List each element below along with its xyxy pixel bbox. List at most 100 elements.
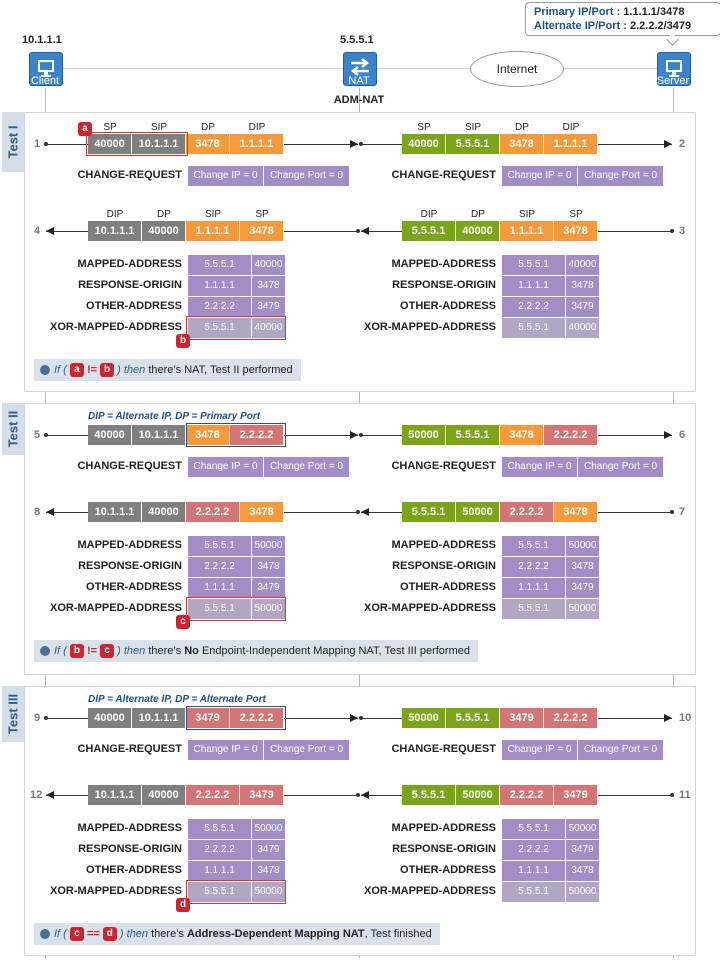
- request-left-cell: 2.2.2.2: [230, 425, 284, 445]
- attribute-label: MAPPED-ADDRESS: [77, 258, 182, 270]
- change-ip-cell: Change IP = 0: [188, 457, 264, 477]
- change-request-label: CHANGE-REQUEST: [391, 169, 496, 181]
- attribute-label: MAPPED-ADDRESS: [77, 822, 182, 834]
- attribute-ip: 5.5.5.1: [502, 536, 566, 556]
- attribute-label: RESPONSE-ORIGIN: [392, 843, 496, 855]
- response-right-cell: 5.5.5.1: [402, 785, 456, 805]
- response-right-cell: 50000: [456, 502, 500, 522]
- field-header: SIP: [464, 122, 482, 133]
- field-header: DP: [515, 122, 529, 133]
- step-number: 7: [679, 506, 686, 518]
- condition-bar: If ( c == d ) then there’s Address-Depen…: [34, 923, 440, 945]
- attribute-ip: 5.5.5.1: [188, 255, 252, 275]
- test-tab: Test I: [2, 112, 24, 172]
- alternate-value: 2.2.2.2/3479: [629, 20, 692, 32]
- client-computer-icon: [29, 52, 63, 86]
- attribute-label: OTHER-ADDRESS: [86, 864, 182, 876]
- attribute-ip: 1.1.1.1: [502, 861, 566, 881]
- attribute-ip: 5.5.5.1: [188, 599, 252, 619]
- change-port-cell: Change Port = 0: [264, 457, 350, 477]
- request-client-to-nat-arrowhead: [350, 140, 358, 148]
- attribute-ip: 5.5.5.1: [502, 599, 566, 619]
- condition-emphasis: No: [184, 645, 199, 657]
- condition-then: ) then: [114, 364, 149, 376]
- nat-router-icon: [343, 52, 377, 86]
- attribute-ip: 2.2.2.2: [502, 840, 566, 860]
- attribute-port: 3479: [252, 840, 286, 860]
- response-left-cell: 40000: [142, 502, 186, 522]
- attribute-port: 3478: [566, 276, 600, 296]
- condition-badge-right: c: [100, 644, 115, 659]
- attribute-port: 40000: [252, 255, 286, 275]
- field-header: DP: [471, 209, 485, 220]
- client-ip: 10.1.1.1: [22, 34, 62, 46]
- test-tab: Test III: [2, 686, 24, 742]
- request-left-cell: 2.2.2.2: [230, 708, 284, 728]
- alternate-key: Alternate IP/Port :: [534, 20, 627, 32]
- response-right-cell: 3478: [554, 221, 598, 241]
- request-right-cell: 2.2.2.2: [544, 425, 598, 445]
- request-right-cell: 5.5.5.1: [446, 425, 500, 445]
- response-left-cell: 40000: [142, 221, 186, 241]
- server-computer-icon: [657, 52, 691, 86]
- response-right-cell: 1.1.1.1: [500, 221, 554, 241]
- attribute-ip: 5.5.5.1: [502, 882, 566, 902]
- attribute-label: OTHER-ADDRESS: [400, 581, 496, 593]
- condition-if: If (: [54, 645, 70, 657]
- request-client-to-nat-origin-dot: [44, 716, 48, 720]
- xor-badge: d: [176, 898, 190, 912]
- attribute-port: 3479: [252, 578, 286, 598]
- response-nat-to-client-arrowhead: [46, 791, 54, 799]
- condition-bullet: [40, 365, 50, 375]
- condition-then: ) then: [116, 928, 152, 940]
- attribute-port: 3478: [566, 861, 600, 881]
- attribute-port: 50000: [566, 599, 600, 619]
- test-tab-label: Test II: [5, 410, 21, 448]
- condition-bar: If ( b != c ) then there’s No Endpoint-I…: [34, 640, 478, 662]
- request-nat-to-server-arrowhead: [664, 714, 672, 722]
- attribute-port: 3478: [252, 276, 286, 296]
- attribute-ip: 2.2.2.2: [188, 297, 252, 317]
- attribute-port: 3479: [566, 297, 600, 317]
- request-nat-to-server-origin-dot: [359, 142, 363, 146]
- attribute-label: MAPPED-ADDRESS: [77, 539, 182, 551]
- nat-sublabel: ADM-NAT: [333, 94, 385, 106]
- condition-if: If (: [54, 364, 70, 376]
- request-nat-to-server-origin-dot: [359, 716, 363, 720]
- attribute-label: RESPONSE-ORIGIN: [78, 843, 182, 855]
- server-address-callout: Primary IP/Port : 1.1.1.1/3478 Alternate…: [525, 2, 720, 36]
- dest-outline: [186, 706, 286, 730]
- request-client-to-nat-origin-dot: [44, 142, 48, 146]
- test-tab-label: Test I: [5, 125, 21, 159]
- response-left-cell: 1.1.1.1: [186, 221, 240, 241]
- condition-tail: , Test finished: [364, 928, 432, 940]
- request-left-cell: 3478: [186, 134, 230, 154]
- change-port-cell: Change Port = 0: [264, 740, 350, 760]
- step-number: 4: [34, 225, 41, 237]
- response-nat-to-client-origin-dot: [356, 793, 360, 797]
- attribute-ip: 1.1.1.1: [188, 578, 252, 598]
- change-port-cell: Change Port = 0: [578, 457, 664, 477]
- attribute-ip: 5.5.5.1: [502, 255, 566, 275]
- step-number: 12: [30, 789, 43, 801]
- primary-value: 1.1.1.1/3478: [623, 6, 685, 18]
- test-note: DIP = Alternate IP, DP = Primary Port: [88, 411, 261, 422]
- attribute-ip: 1.1.1.1: [502, 276, 566, 296]
- change-request-label: CHANGE-REQUEST: [77, 460, 182, 472]
- attribute-label: XOR-MAPPED-ADDRESS: [363, 885, 496, 897]
- condition-badge-left: b: [69, 644, 84, 659]
- field-header: DIP: [420, 209, 438, 220]
- attribute-ip: 2.2.2.2: [502, 297, 566, 317]
- response-left-cell: 2.2.2.2: [186, 502, 240, 522]
- change-request-label: CHANGE-REQUEST: [77, 169, 182, 181]
- change-port-cell: Change Port = 0: [578, 740, 664, 760]
- field-header: DP: [157, 209, 171, 220]
- xor-badge: b: [176, 334, 190, 348]
- client-label: Client: [30, 75, 60, 87]
- attribute-port: 40000: [566, 318, 600, 338]
- request-left-cell: 3479: [186, 708, 230, 728]
- attribute-ip: 1.1.1.1: [188, 861, 252, 881]
- attribute-port: 50000: [566, 882, 600, 902]
- response-right-cell: 2.2.2.2: [500, 785, 554, 805]
- badge-a: a: [78, 122, 92, 136]
